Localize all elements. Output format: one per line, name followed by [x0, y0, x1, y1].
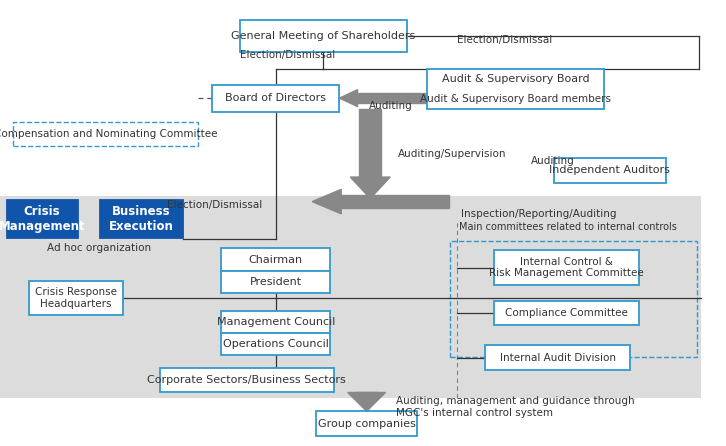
- Text: President: President: [250, 277, 302, 287]
- Bar: [553, 158, 666, 183]
- Bar: [29, 281, 123, 315]
- Text: Election/Dismissal: Election/Dismissal: [457, 35, 552, 45]
- Polygon shape: [340, 90, 358, 107]
- Bar: [356, 392, 377, 398]
- Text: Auditing/Supervision: Auditing/Supervision: [398, 149, 506, 159]
- Text: Chairman: Chairman: [249, 255, 303, 264]
- Bar: [221, 333, 330, 355]
- Text: Auditing: Auditing: [369, 101, 412, 111]
- Bar: [160, 368, 334, 392]
- Bar: [221, 248, 330, 271]
- Text: Ad hoc organization: Ad hoc organization: [47, 243, 151, 253]
- Bar: [0, 196, 115, 398]
- Text: Crisis
Management: Crisis Management: [0, 206, 86, 233]
- Text: Audit & Supervisory Board: Audit & Supervisory Board: [441, 74, 590, 84]
- Bar: [358, 93, 427, 103]
- Bar: [485, 345, 630, 370]
- Bar: [100, 201, 183, 238]
- Text: Auditing, management and guidance through
MGC's internal control system: Auditing, management and guidance throug…: [396, 396, 635, 417]
- Bar: [212, 85, 339, 112]
- Text: Compliance Committee: Compliance Committee: [505, 308, 628, 318]
- Text: Auditing: Auditing: [531, 156, 575, 165]
- Text: Crisis Response
Headquarters: Crisis Response Headquarters: [36, 287, 117, 309]
- Text: Inspection/Reporting/Auditing: Inspection/Reporting/Auditing: [461, 209, 616, 219]
- Polygon shape: [351, 177, 391, 198]
- Bar: [359, 109, 381, 177]
- Polygon shape: [348, 392, 386, 411]
- Bar: [221, 311, 330, 333]
- Bar: [494, 301, 639, 326]
- Bar: [341, 195, 449, 208]
- Text: General Meeting of Shareholders: General Meeting of Shareholders: [231, 31, 415, 41]
- Text: Management Council: Management Council: [216, 317, 335, 327]
- Bar: [240, 20, 407, 52]
- Bar: [7, 201, 78, 238]
- Bar: [316, 411, 417, 436]
- Text: Independent Auditors: Independent Auditors: [550, 165, 670, 175]
- Text: Business
Execution: Business Execution: [109, 206, 174, 233]
- Bar: [494, 250, 639, 285]
- Text: Internal Audit Division: Internal Audit Division: [499, 353, 616, 363]
- Bar: [221, 271, 330, 293]
- Text: Group companies: Group companies: [318, 419, 415, 429]
- Polygon shape: [312, 189, 341, 214]
- Text: Election/Dismissal: Election/Dismissal: [167, 200, 262, 210]
- Text: Board of Directors: Board of Directors: [225, 93, 327, 103]
- Text: Internal Control &
Risk Management Committee: Internal Control & Risk Management Commi…: [489, 257, 644, 278]
- Bar: [12, 121, 197, 146]
- Text: Corporate Sectors/Business Sectors: Corporate Sectors/Business Sectors: [147, 375, 346, 385]
- Bar: [115, 196, 701, 398]
- Bar: [450, 241, 697, 357]
- Polygon shape: [604, 161, 623, 176]
- Text: Operations Council: Operations Council: [223, 339, 329, 349]
- Bar: [554, 165, 623, 173]
- Text: Main committees related to internal controls: Main committees related to internal cont…: [459, 223, 677, 232]
- Bar: [426, 69, 604, 109]
- Text: Election/Dismissal: Election/Dismissal: [240, 50, 335, 60]
- Text: Audit & Supervisory Board members: Audit & Supervisory Board members: [420, 94, 611, 104]
- Text: Compensation and Nominating Committee: Compensation and Nominating Committee: [0, 129, 217, 139]
